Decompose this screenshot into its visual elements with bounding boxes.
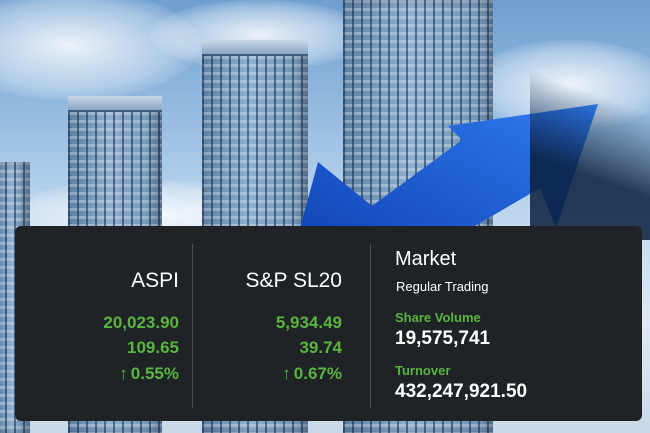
index-change: 39.74 xyxy=(299,338,342,357)
index-change: 109.65 xyxy=(127,338,179,357)
market-title: Market xyxy=(395,248,457,270)
turnover-label: Turnover xyxy=(395,363,451,378)
percent-text: 0.55% xyxy=(130,364,179,383)
column-divider xyxy=(192,244,193,408)
index-change-percent: ↑ 0.67% xyxy=(282,364,342,384)
shadow-overlay xyxy=(530,0,650,240)
index-name: S&P SL20 xyxy=(245,269,342,292)
index-value: 20,023.90 xyxy=(103,313,179,332)
index-name: ASPI xyxy=(131,269,179,292)
market-status: Regular Trading xyxy=(396,279,489,294)
index-change-percent: ↑ 0.55% xyxy=(119,364,179,384)
arrow-up-icon: ↑ xyxy=(282,364,291,383)
arrow-up-icon: ↑ xyxy=(119,364,128,383)
column-divider xyxy=(370,244,371,408)
index-value: 5,934.49 xyxy=(275,313,342,332)
share-volume-label: Share Volume xyxy=(395,310,481,325)
share-volume-value: 19,575,741 xyxy=(395,328,491,349)
turnover-value: 432,247,921.50 xyxy=(395,381,528,402)
market-summary-panel: ASPI 20,023.90 109.65 ↑ 0.55% S&P SL20 5,… xyxy=(15,226,642,421)
percent-text: 0.67% xyxy=(293,364,342,383)
